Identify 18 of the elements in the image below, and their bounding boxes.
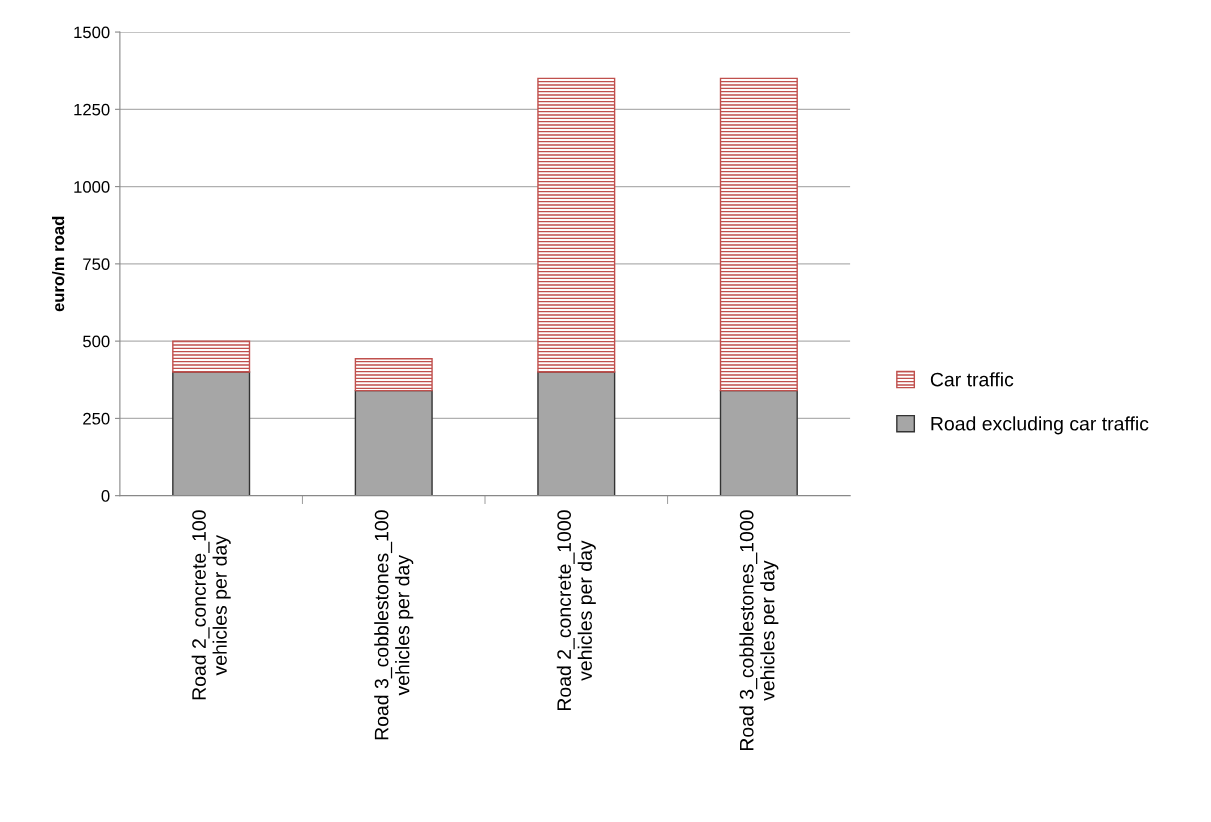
x-tick-label: Road 3_cobblestones_100 vehicles per day <box>374 510 414 740</box>
bar <box>537 77 616 373</box>
y-tick-label: 750 <box>83 258 110 271</box>
y-tick-label: 250 <box>83 412 110 425</box>
y-tick-label: 1000 <box>74 181 110 193</box>
y-tick-label: 1250 <box>74 103 110 116</box>
legend-label: Car traffic <box>930 372 1014 387</box>
x-tick-label: Road 3_cobblestones_1000 vehicles per day <box>739 510 779 751</box>
bar <box>354 358 433 392</box>
y-tick-label: 0 <box>101 490 110 502</box>
y-axis-title: euro/m road <box>52 216 65 312</box>
y-tick-label: 1500 <box>74 26 110 39</box>
x-tick-label: Road 2_concrete_1000 vehicles per day <box>556 510 596 711</box>
bar <box>719 77 798 392</box>
bar <box>172 340 251 373</box>
y-tick-label: 500 <box>83 335 110 348</box>
legend-label: Road excluding car traffic <box>931 416 1149 435</box>
x-tick-label: Road 2_concrete_100 vehicles per day <box>191 510 231 700</box>
